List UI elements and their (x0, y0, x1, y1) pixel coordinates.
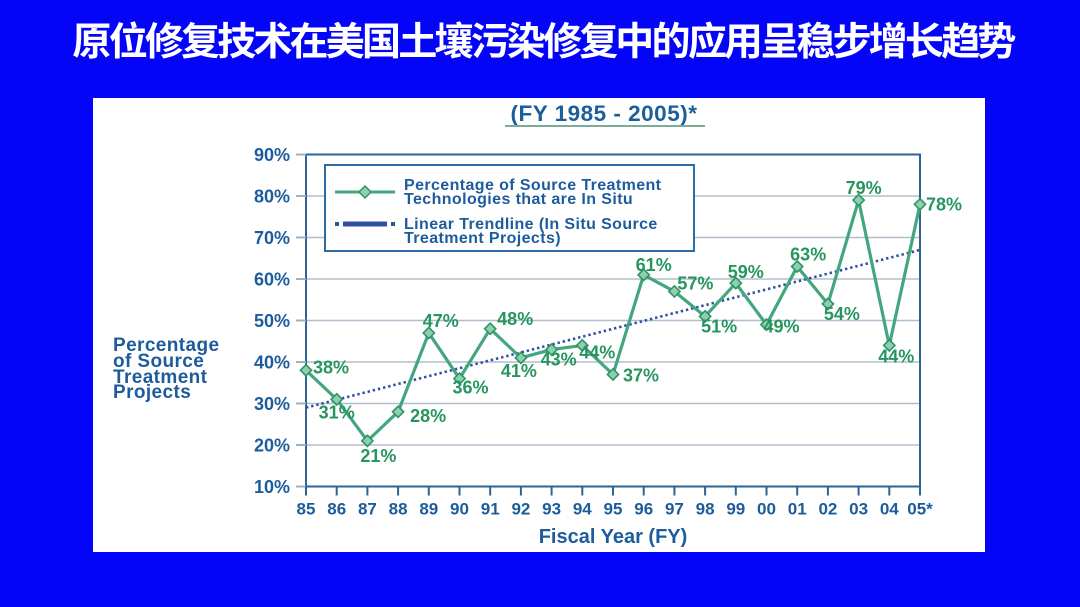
x-tick-label: 90 (450, 500, 469, 519)
data-point-marker (422, 326, 436, 340)
data-point-marker (851, 193, 866, 207)
plot-area: 10% 20% 30% 40% 50% 60% 70% 80% 90% 85 86 87 88 89 90 9… (254, 145, 962, 519)
x-tick-label: 94 (573, 500, 592, 519)
x-tick-label: 96 (634, 500, 653, 519)
data-point-marker (821, 297, 835, 311)
data-label: 61% (636, 255, 672, 275)
y-tick-label: 90% (254, 145, 290, 165)
x-tick-label: 01 (788, 500, 807, 519)
data-point-marker (636, 268, 651, 282)
data-point-marker (514, 351, 528, 365)
data-point-marker (360, 434, 375, 448)
chart-panel: (FY 1985 - 2005)* Percentage of Source T… (93, 98, 985, 552)
data-label: 63% (790, 245, 826, 265)
y-tick-label: 30% (254, 394, 290, 414)
x-axis-title: Fiscal Year (FY) (538, 526, 688, 548)
data-point-marker (698, 309, 712, 324)
x-tick-label: 04 (880, 500, 899, 519)
data-label: 57% (677, 273, 713, 293)
x-tick-label: 93 (542, 500, 561, 519)
legend-trendline-marker (335, 221, 395, 227)
x-tick-label: 88 (389, 500, 408, 519)
legend-series-marker (335, 184, 395, 200)
data-point-marker (452, 371, 467, 386)
x-tick-label: 95 (604, 500, 623, 519)
data-label: 79% (846, 178, 882, 198)
data-label: 21% (360, 446, 396, 466)
y-tick-label: 50% (254, 311, 290, 331)
chart-title-underline (505, 125, 705, 127)
data-point-marker (329, 392, 344, 407)
data-label: 41% (501, 361, 537, 381)
x-tick-label: 05* (907, 500, 933, 519)
y-tick-label: 80% (254, 187, 290, 207)
chart-title: (FY 1985 - 2005)* (510, 101, 698, 126)
data-label: 54% (824, 304, 860, 324)
y-tick-label: 20% (254, 436, 290, 456)
data-label: 51% (701, 316, 737, 336)
x-tick-label: 86 (327, 500, 346, 519)
y-axis-title: Percentage of Source Treatment Projects (113, 335, 220, 404)
data-point-marker (790, 259, 804, 274)
data-point-marker (483, 322, 497, 336)
data-point-marker (729, 276, 743, 290)
data-label: 44% (579, 342, 615, 362)
data-point-marker (606, 367, 620, 382)
legend-trendline-label: Linear Trendline (In Situ Source Treatme… (404, 216, 658, 247)
data-label: 78% (926, 194, 962, 214)
x-tick-label: 97 (665, 500, 684, 519)
data-label: 49% (763, 317, 799, 337)
data-point-marker (544, 342, 559, 357)
y-tick-label: 40% (254, 353, 290, 373)
data-label: 37% (623, 365, 659, 385)
data-label: 48% (497, 309, 533, 329)
y-tick-label: 60% (254, 270, 290, 290)
x-tick-label: 03 (849, 500, 868, 519)
trendline (305, 248, 921, 409)
data-point-marker (299, 363, 313, 378)
y-tick-label: 70% (254, 228, 290, 248)
x-tick-label: 98 (696, 500, 715, 519)
data-label: 43% (541, 350, 577, 370)
x-tick-label: 02 (818, 500, 837, 519)
x-tick-label: 85 (297, 500, 316, 519)
slide-title: 原位修复技术在美国土壤污染修复中的应用呈稳步增长趋势 (72, 11, 1016, 67)
legend: Percentage of Source Treatment Technolog… (324, 164, 695, 252)
data-label: 47% (423, 311, 459, 331)
data-label: 44% (878, 346, 914, 366)
data-point-marker (882, 338, 897, 353)
data-point-marker (391, 405, 405, 419)
data-label: 31% (319, 402, 355, 422)
data-point-marker (913, 197, 927, 212)
data-label: 36% (452, 378, 488, 398)
legend-series-label: Percentage of Source Treatment Technolog… (404, 177, 662, 208)
data-point-marker (575, 338, 590, 353)
data-label: 28% (410, 406, 446, 426)
data-label: 38% (313, 357, 349, 377)
data-label: 59% (728, 262, 764, 282)
x-tick-label: 89 (419, 500, 438, 519)
x-tick-label: 92 (511, 500, 530, 519)
x-tick-label: 00 (757, 500, 776, 519)
y-tick-label: 10% (254, 477, 290, 497)
x-tick-label: 87 (358, 500, 377, 519)
data-point-marker (759, 317, 774, 332)
x-tick-label: 99 (726, 500, 745, 519)
x-tick-label: 91 (481, 500, 500, 519)
data-point-marker (667, 284, 682, 299)
